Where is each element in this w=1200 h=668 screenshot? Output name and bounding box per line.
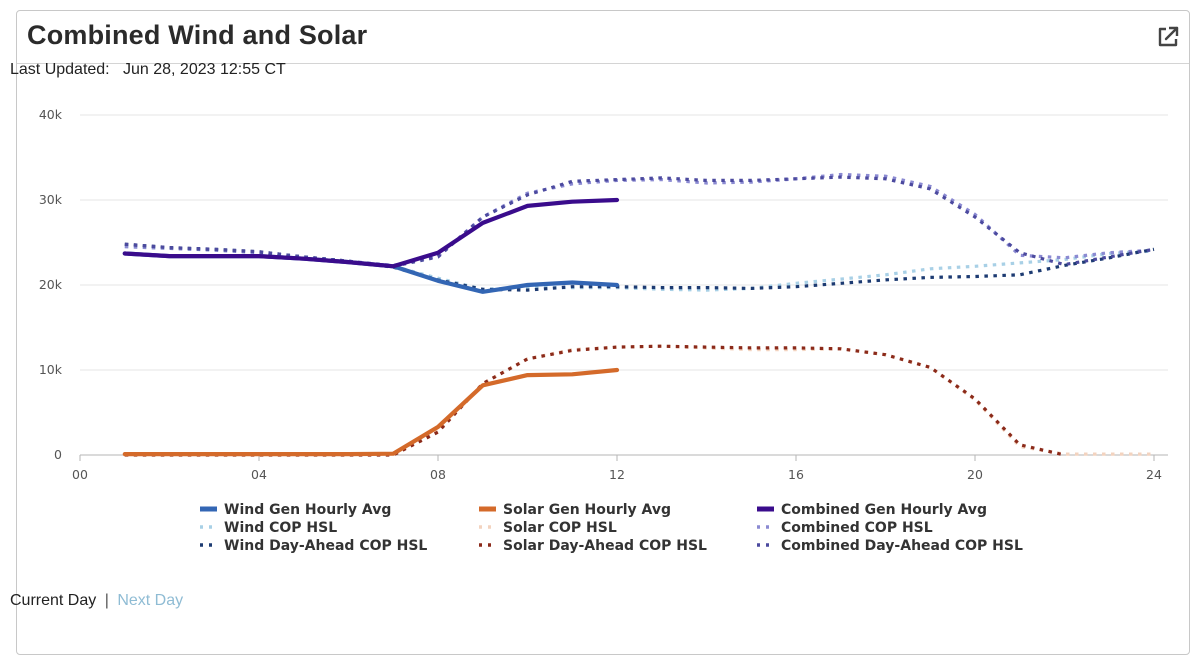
y-tick-label: 30k [39,192,63,207]
series-line-wind-gen-hourly-avg [122,251,620,294]
legend-label-solar-gen-hourly-avg: Solar Gen Hourly Avg [503,502,671,518]
card-header: Combined Wind and Solar [17,11,1189,64]
legend-label-combined-day-ahead-cop-hsl: Combined Day-Ahead COP HSL [781,538,1023,554]
last-updated: Last Updated: Jun 28, 2023 12:55 CT [10,61,286,79]
day-navigation: Current Day | Next Day [10,592,183,610]
y-tick-label: 10k [39,362,63,377]
legend-label-solar-day-ahead-cop-hsl: Solar Day-Ahead COP HSL [503,538,707,554]
chart-card: Combined Wind and Solar [16,10,1190,655]
next-day-link[interactable]: Next Day [117,592,184,609]
series-line-solar-day-ahead-cop-hsl [124,344,1065,457]
x-tick-label: 24 [1146,467,1162,482]
last-updated-label: Last Updated: [10,61,110,78]
series-line-combined-gen-hourly-avg [122,197,620,269]
series-line-wind-day-ahead-cop-hsl [124,242,1155,292]
current-day-label: Current Day [10,592,97,609]
x-tick-label: 04 [251,467,267,482]
x-tick-label: 00 [72,467,88,482]
series-line-combined-day-ahead-cop-hsl [124,175,1155,268]
legend-label-solar-cop-hsl: Solar COP HSL [503,520,617,536]
legend-label-wind-gen-hourly-avg: Wind Gen Hourly Avg [224,502,391,518]
legend-label-combined-cop-hsl: Combined COP HSL [781,520,933,536]
series-line-solar-cop-hsl [124,344,1154,457]
y-tick-label: 0 [54,447,62,462]
nav-separator: | [104,592,109,609]
y-tick-label: 40k [39,107,63,122]
x-tick-label: 12 [609,467,625,482]
x-tick-label: 08 [430,467,446,482]
legend-label-combined-gen-hourly-avg: Combined Gen Hourly Avg [781,502,987,518]
card-title: Combined Wind and Solar [27,20,368,50]
legend-label-wind-cop-hsl: Wind COP HSL [224,520,337,536]
external-link-icon[interactable] [1155,24,1181,50]
last-updated-value: Jun 28, 2023 12:55 CT [122,61,286,78]
x-tick-label: 16 [788,467,804,482]
x-tick-label: 20 [967,467,983,482]
legend-label-wind-day-ahead-cop-hsl: Wind Day-Ahead COP HSL [224,538,427,554]
line-chart: 0 10k 20k 30k 40k 00 04 08 12 16 20 24 Wind Gen Hour… [39,107,1168,554]
series-line-solar-gen-hourly-avg [122,367,620,457]
series-line-combined-cop-hsl [124,172,1155,267]
y-tick-label: 20k [39,277,63,292]
